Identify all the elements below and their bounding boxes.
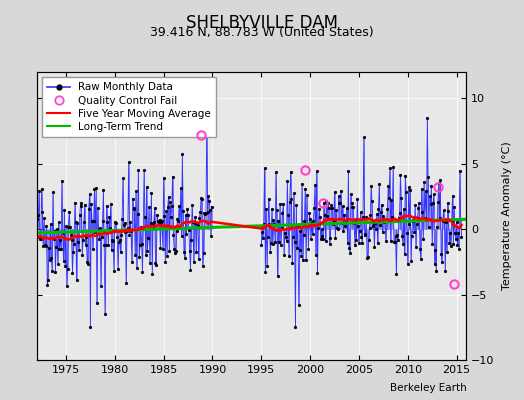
Legend: Raw Monthly Data, Quality Control Fail, Five Year Moving Average, Long-Term Tren: Raw Monthly Data, Quality Control Fail, … [42,77,216,137]
Y-axis label: Temperature Anomaly (°C): Temperature Anomaly (°C) [501,142,511,290]
Text: Berkeley Earth: Berkeley Earth [390,383,466,393]
Text: 39.416 N, 88.783 W (United States): 39.416 N, 88.783 W (United States) [150,26,374,39]
Text: SHELBYVILLE DAM: SHELBYVILLE DAM [186,14,338,32]
